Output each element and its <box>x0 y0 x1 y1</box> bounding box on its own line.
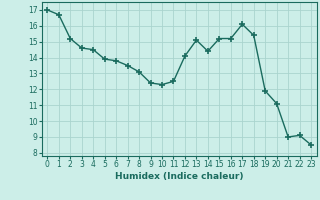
X-axis label: Humidex (Indice chaleur): Humidex (Indice chaleur) <box>115 172 244 181</box>
